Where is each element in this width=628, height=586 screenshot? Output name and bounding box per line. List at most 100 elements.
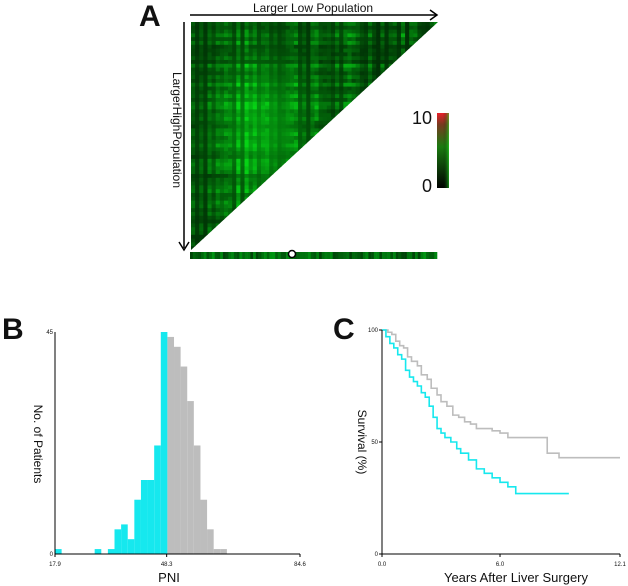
heatmap-cell <box>310 189 315 194</box>
heatmap-cell <box>310 238 315 243</box>
heatmap-cell <box>425 52 431 57</box>
heatmap-strip-cell <box>360 252 364 259</box>
heatmap-cell <box>355 79 361 84</box>
heatmap-cell <box>281 223 287 228</box>
heatmap-cell <box>277 189 282 194</box>
heatmap-cell <box>191 215 196 220</box>
heatmap-cell <box>405 67 410 72</box>
heatmap-cell <box>326 75 332 80</box>
heatmap-cell <box>326 212 332 217</box>
heatmap-cell <box>219 136 225 141</box>
heatmap-cell <box>355 117 361 122</box>
heatmap-cell <box>376 101 381 106</box>
heatmap-cell <box>347 200 352 205</box>
heatmap-cell <box>376 117 381 122</box>
heatmap-cell <box>285 185 291 190</box>
heatmap-cell <box>314 109 320 114</box>
heatmap-cell <box>343 63 348 68</box>
heatmap-cell <box>281 177 287 182</box>
heatmap-cell <box>359 223 365 228</box>
heatmap-cell <box>314 215 320 220</box>
heatmap-cell <box>260 60 266 65</box>
heatmap-cell <box>347 227 352 232</box>
heatmap-cell <box>326 227 332 232</box>
heatmap-cell <box>310 234 315 239</box>
heatmap-cell <box>203 33 208 38</box>
heatmap-cell <box>293 98 299 103</box>
heatmap-cell <box>228 25 233 30</box>
heatmap-cell <box>310 60 315 65</box>
heatmap-cell <box>298 63 303 68</box>
heatmap-cell <box>293 196 299 201</box>
heatmap-cell <box>223 98 229 103</box>
heatmap-cell <box>368 166 373 171</box>
heatmap-cell <box>277 41 282 46</box>
heatmap-cell <box>405 71 410 76</box>
heatmap-cell <box>293 155 299 160</box>
heatmap-cell <box>359 98 365 103</box>
heatmap-cell <box>277 155 282 160</box>
heatmap-cell <box>232 227 237 232</box>
heatmap-cell <box>400 181 406 186</box>
heatmap-cell <box>372 147 377 152</box>
heatmap-cell <box>425 67 431 72</box>
heatmap-cell <box>384 29 389 34</box>
heatmap-cell <box>215 143 221 148</box>
heatmap-cell <box>351 246 357 250</box>
heatmap-cell <box>195 246 200 250</box>
heatmap-cell <box>191 71 196 76</box>
heatmap-cell <box>330 128 336 133</box>
heatmap-cell <box>359 136 365 141</box>
heatmap-cell <box>195 117 200 122</box>
heatmap-cell <box>335 204 340 209</box>
heatmap-cell <box>277 63 282 68</box>
heatmap-cell <box>318 189 324 194</box>
heatmap-cell <box>191 22 196 27</box>
heatmap-cell <box>310 44 315 49</box>
heatmap-cell <box>269 79 274 84</box>
heatmap-cell <box>326 242 332 247</box>
heatmap-cell <box>396 200 402 205</box>
heatmap-cell <box>228 90 233 95</box>
heatmap-cell <box>343 25 348 30</box>
heatmap-cell <box>318 170 324 175</box>
heatmap-cell <box>318 162 324 167</box>
heatmap-cell <box>269 41 274 46</box>
heatmap-cell <box>433 44 438 49</box>
heatmap-cell <box>236 105 241 110</box>
heatmap-cell <box>388 177 394 182</box>
heatmap-cell <box>285 60 291 65</box>
heatmap-cell <box>215 223 221 228</box>
heatmap-cell <box>203 29 208 34</box>
heatmap-cell <box>359 155 365 160</box>
heatmap-cell <box>314 234 320 239</box>
heatmap-cell <box>211 56 217 61</box>
heatmap-cell <box>368 155 373 160</box>
heatmap-cell <box>236 208 241 213</box>
heatmap-cell <box>359 90 365 95</box>
heatmap-cell <box>195 151 200 156</box>
heatmap-cell <box>384 147 389 152</box>
heatmap-cell <box>199 98 204 103</box>
heatmap-cell <box>376 181 381 186</box>
heatmap-cell <box>240 174 245 179</box>
heatmap-cell <box>433 196 438 201</box>
heatmap-cell <box>260 223 266 228</box>
heatmap-cell <box>215 158 221 163</box>
heatmap-cell <box>335 136 340 141</box>
heatmap-cell <box>298 33 303 38</box>
heatmap-cell <box>409 208 414 213</box>
heatmap-cell <box>191 48 196 53</box>
heatmap-cell <box>302 234 307 239</box>
heatmap-cell <box>277 22 282 27</box>
heatmap-cell <box>368 212 373 217</box>
heatmap-cell <box>269 189 274 194</box>
heatmap-cell <box>421 86 427 91</box>
heatmap-cell <box>260 98 266 103</box>
heatmap-cell <box>248 44 254 49</box>
heatmap-cell <box>289 48 295 53</box>
heatmap-cell <box>223 52 229 57</box>
heatmap-cell <box>429 204 435 209</box>
heatmap-cell <box>388 94 394 99</box>
heatmap-cell <box>409 212 414 217</box>
